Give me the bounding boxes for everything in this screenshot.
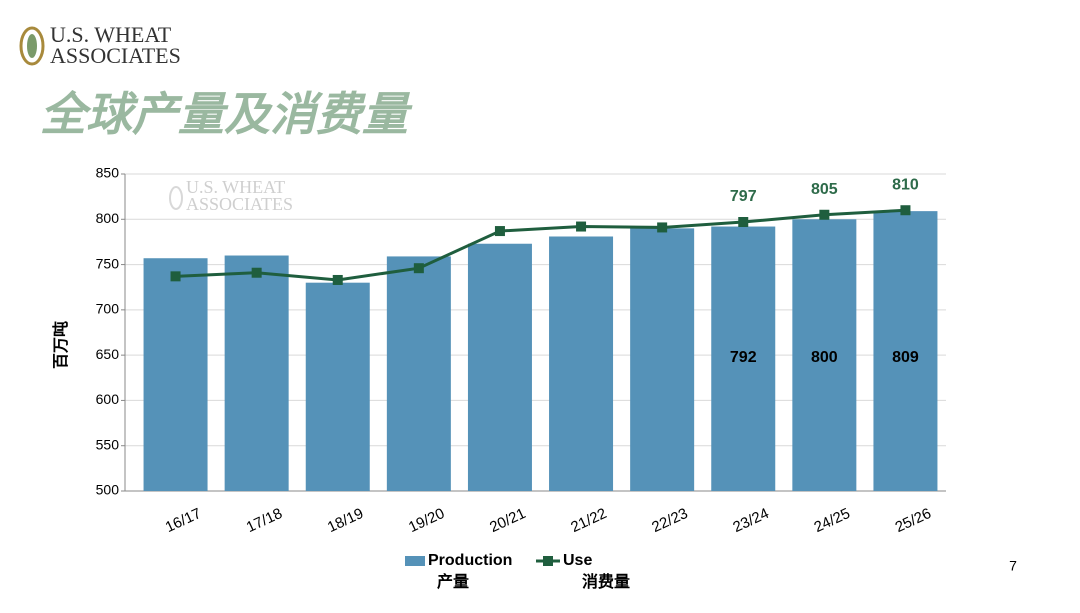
- slide-title: 全球产量及消费量: [40, 88, 413, 140]
- y-tick-label: 700: [96, 301, 120, 317]
- marker: [576, 221, 587, 232]
- bar: [305, 282, 370, 491]
- y-axis-label: 百万吨: [51, 321, 70, 369]
- logo-text: ASSOCIATES: [50, 43, 181, 68]
- legend-label: Production: [428, 552, 512, 569]
- bar: [143, 258, 208, 491]
- marker: [900, 205, 911, 216]
- x-tick-label: 18/19: [325, 505, 366, 536]
- x-tick-label: 20/21: [487, 505, 528, 536]
- marker: [819, 209, 830, 220]
- watermark: ASSOCIATES: [186, 194, 293, 214]
- marker: [170, 271, 181, 282]
- legend-label: Use: [563, 552, 592, 569]
- bar: [467, 243, 532, 491]
- marker: [494, 226, 505, 237]
- page-number: 7: [1009, 558, 1017, 574]
- marker: [413, 263, 424, 274]
- x-tick-label: 17/18: [244, 505, 285, 536]
- data-label: 810: [892, 176, 919, 193]
- logo-text: U.S. WHEAT: [50, 22, 172, 47]
- bar: [630, 228, 695, 492]
- y-tick-label: 600: [96, 391, 120, 407]
- watermark: U.S. WHEAT: [186, 177, 285, 197]
- data-label: 792: [730, 349, 757, 366]
- x-tick-label: 25/26: [893, 505, 934, 536]
- y-tick-label: 500: [96, 482, 120, 498]
- line: [175, 208, 906, 282]
- bar: [873, 211, 938, 492]
- y-tick-label: 750: [96, 255, 120, 271]
- bar: [549, 236, 614, 491]
- data-label: 809: [892, 349, 919, 366]
- legend-swatch: [405, 556, 425, 566]
- marker: [657, 222, 668, 233]
- x-tick-label: 19/20: [406, 505, 447, 536]
- watermark-icon: [169, 186, 183, 210]
- x-tick-label: 16/17: [163, 505, 204, 536]
- y-tick-label: 800: [96, 210, 120, 226]
- legend-sublabel: 产量: [437, 572, 469, 591]
- bar: [386, 256, 451, 491]
- bar: [792, 219, 857, 492]
- y-tick-label: 550: [96, 436, 120, 452]
- y-tick-label: 650: [96, 346, 120, 362]
- y-tick-label: 850: [96, 165, 120, 181]
- legend-sublabel: 消费量: [582, 572, 630, 591]
- marker: [332, 274, 343, 285]
- logo-icon: [19, 26, 45, 66]
- x-tick-label: 22/23: [649, 505, 690, 536]
- bar: [224, 255, 289, 491]
- x-tick-label: 21/22: [568, 505, 609, 536]
- marker: [251, 267, 262, 278]
- data-label: 805: [811, 181, 838, 198]
- data-label: 800: [811, 349, 838, 366]
- legend-swatch: [543, 556, 553, 566]
- x-tick-label: 24/25: [812, 505, 853, 536]
- bar: [711, 226, 776, 491]
- marker: [738, 217, 749, 228]
- data-label: 797: [730, 188, 757, 205]
- x-tick-label: 23/24: [730, 505, 771, 536]
